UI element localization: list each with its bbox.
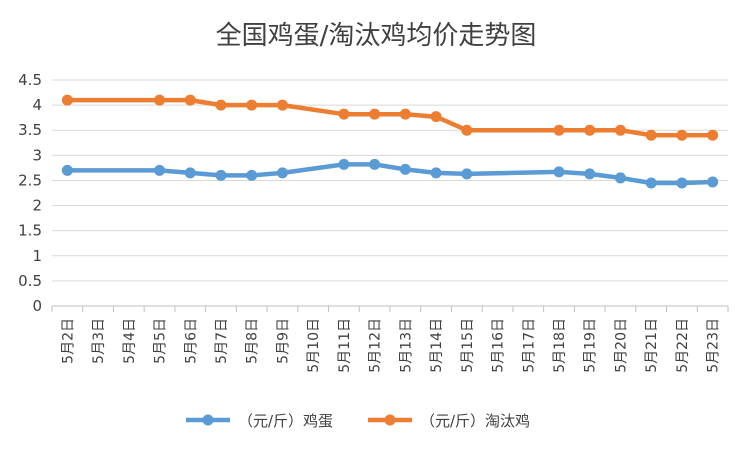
- x-tick-label: 5月11日: [337, 318, 353, 373]
- x-tick-label: 5月10日: [306, 318, 322, 373]
- data-point: [61, 164, 73, 176]
- chart-title: 全国鸡蛋/淘汰鸡均价走势图: [216, 21, 537, 51]
- y-tick-label: 3: [32, 146, 42, 164]
- data-point: [61, 94, 73, 106]
- x-tick-label: 5月2日: [60, 318, 76, 364]
- data-point: [215, 99, 227, 111]
- data-point: [399, 108, 411, 120]
- data-point: [553, 166, 565, 178]
- data-point: [584, 124, 596, 136]
- y-tick-label: 4: [32, 96, 42, 114]
- data-point: [399, 163, 411, 175]
- legend-marker: [384, 414, 396, 426]
- data-point: [707, 176, 719, 188]
- x-tick-label: 5月5日: [153, 318, 169, 364]
- x-tick-label: 5月14日: [429, 318, 445, 373]
- y-tick-label: 1: [32, 247, 42, 265]
- x-tick-label: 5月20日: [613, 318, 629, 373]
- y-tick-label: 2: [32, 197, 42, 215]
- data-point: [184, 167, 196, 179]
- data-point: [461, 168, 473, 180]
- x-tick-label: 5月23日: [706, 318, 722, 373]
- data-point: [430, 167, 442, 179]
- x-tick-label: 5月17日: [521, 318, 537, 373]
- data-point: [338, 158, 350, 170]
- x-tick-label: 5月8日: [245, 318, 261, 364]
- data-point: [276, 99, 288, 111]
- x-tick-label: 5月12日: [368, 318, 384, 373]
- x-tick-label: 5月3日: [91, 318, 107, 364]
- data-point: [553, 124, 565, 136]
- data-point: [246, 169, 258, 181]
- legend-label: （元/斤）淘汰鸡: [420, 412, 530, 430]
- x-tick-label: 5月13日: [398, 318, 414, 373]
- x-tick-label: 5月15日: [460, 318, 476, 373]
- x-tick-label: 5月22日: [675, 318, 691, 373]
- data-point: [645, 177, 657, 189]
- y-tick-label: 3.5: [18, 121, 42, 139]
- data-point: [430, 111, 442, 123]
- x-tick-label: 5月9日: [275, 318, 291, 364]
- y-tick-label: 2.5: [18, 171, 42, 189]
- data-point: [184, 94, 196, 106]
- legend-label: （元/斤）鸡蛋: [238, 412, 333, 430]
- x-tick-label: 5月21日: [644, 318, 660, 373]
- y-tick-label: 1.5: [18, 222, 42, 240]
- x-tick-label: 5月18日: [552, 318, 568, 373]
- y-tick-label: 4.5: [18, 71, 42, 89]
- x-tick-label: 5月6日: [183, 318, 199, 364]
- data-point: [154, 94, 166, 106]
- data-point: [676, 129, 688, 141]
- x-tick-label: 5月7日: [214, 318, 230, 364]
- data-point: [645, 129, 657, 141]
- data-point: [338, 108, 350, 120]
- y-tick-label: 0: [32, 297, 42, 315]
- data-point: [246, 99, 258, 111]
- x-tick-label: 5月4日: [122, 318, 138, 364]
- data-point: [369, 158, 381, 170]
- data-point: [584, 168, 596, 180]
- data-point: [614, 124, 626, 136]
- data-point: [461, 124, 473, 136]
- data-point: [215, 169, 227, 181]
- data-point: [276, 167, 288, 179]
- legend-marker: [202, 414, 214, 426]
- x-tick-label: 5月16日: [491, 318, 507, 373]
- data-point: [154, 164, 166, 176]
- data-point: [369, 108, 381, 120]
- x-tick-label: 5月19日: [583, 318, 599, 373]
- y-tick-label: 0.5: [18, 272, 42, 290]
- data-point: [614, 172, 626, 184]
- data-point: [707, 129, 719, 141]
- data-point: [676, 177, 688, 189]
